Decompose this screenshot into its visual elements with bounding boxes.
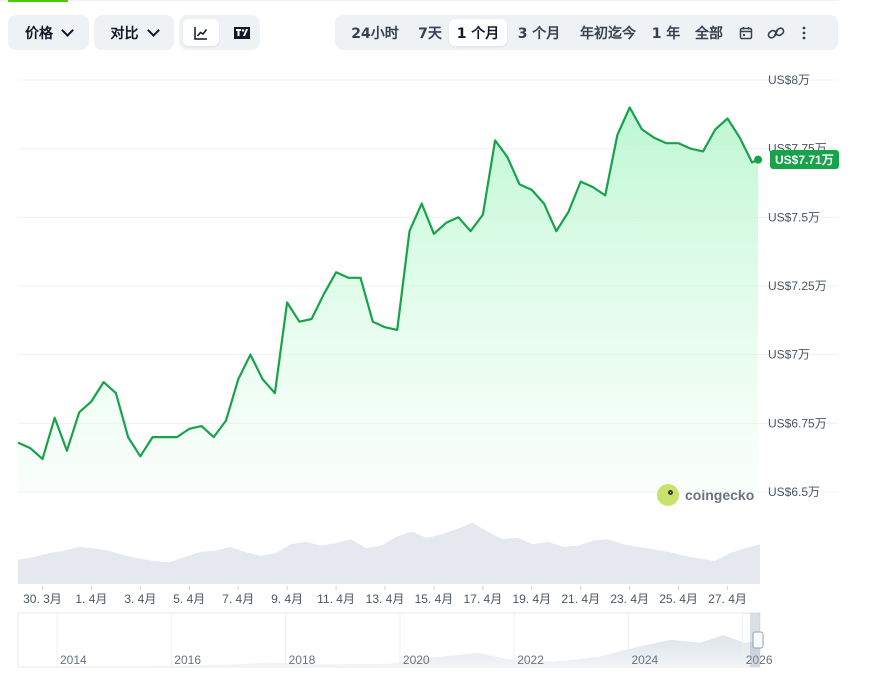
navigator-history-area	[18, 635, 760, 667]
chevron-down-icon	[61, 24, 74, 37]
x-tick-label: 23. 4月	[610, 592, 649, 606]
link-icon	[767, 26, 785, 39]
range-1m[interactable]: 1 个月	[449, 19, 507, 46]
x-tick-label: 11. 4月	[317, 592, 355, 606]
x-tick-label: 13. 4月	[366, 592, 405, 606]
navigator-year-label: 2024	[632, 653, 659, 667]
watermark-text: coingecko	[685, 487, 755, 503]
x-tick-label: 3. 4月	[124, 592, 156, 606]
line-chart-icon	[194, 26, 208, 40]
current-price-dot	[754, 155, 763, 164]
top-border	[0, 0, 838, 1]
y-tick-label: US$6.5万	[768, 485, 820, 499]
coingecko-logo-icon	[657, 484, 679, 506]
x-tick-label: 27. 4月	[708, 592, 747, 606]
navigator-year-label: 2022	[517, 653, 544, 667]
range-navigator[interactable]: 2014 2016 2018 2020 2022 2024 2026	[17, 612, 773, 668]
navigator-year-label: 2018	[289, 653, 316, 667]
y-tick-label: US$7万	[768, 348, 810, 362]
more-vertical-icon	[802, 26, 806, 39]
y-tick-label: US$7.5万	[768, 210, 820, 224]
price-area	[18, 107, 759, 492]
range-ytd[interactable]: 年初迄今	[580, 25, 636, 42]
range-1y[interactable]: 1 年	[651, 25, 681, 42]
y-tick-label: US$8万	[768, 73, 810, 87]
range-24h[interactable]: 24小时	[351, 25, 399, 42]
compare-dropdown[interactable]: 对比	[94, 15, 174, 50]
x-tick-label: 15. 4月	[415, 592, 454, 606]
price-dropdown[interactable]: 价格	[8, 15, 89, 50]
coingecko-watermark: coingecko	[657, 484, 754, 506]
x-tick-label: 1. 4月	[75, 592, 107, 606]
x-tick-label: 30. 3月	[23, 592, 62, 606]
y-tick-label: US$7.25万	[768, 279, 827, 293]
x-tick-label: 19. 4月	[512, 592, 551, 606]
calendar-button[interactable]	[731, 19, 761, 46]
navigator-year-label: 2020	[403, 653, 430, 667]
tradingview-button[interactable]	[227, 19, 256, 46]
share-link-button[interactable]	[761, 19, 791, 46]
price-dropdown-label: 价格	[25, 25, 53, 42]
chart-type-toggle	[179, 15, 260, 50]
line-chart-button[interactable]	[183, 19, 220, 46]
more-options-button[interactable]	[791, 19, 817, 46]
x-tick-label: 25. 4月	[659, 592, 698, 606]
range-all[interactable]: 全部	[695, 25, 723, 42]
price-line	[17, 106, 759, 461]
x-tick-label: 21. 4月	[561, 592, 600, 606]
price-chart[interactable]: US$6.5万 US$6.75万 US$7万 US$7.25万 US$7.5万 US$7.…	[0, 60, 881, 679]
calendar-icon	[739, 26, 753, 39]
navigator-handle[interactable]	[752, 631, 764, 649]
range-7d[interactable]: 7天	[418, 25, 442, 42]
x-tick-label: 17. 4月	[464, 592, 503, 606]
navigator-year-label: 2016	[174, 653, 201, 667]
volume-area	[18, 522, 760, 584]
volume-shape	[18, 522, 760, 584]
time-range-selector: 24小时 7天 1 个月 3 个月 年初迄今 1 年 全部	[335, 15, 838, 50]
active-tab-indicator	[8, 0, 68, 2]
tradingview-icon	[233, 26, 250, 39]
x-tick-label: 7. 4月	[222, 592, 254, 606]
current-price-badge: US$7.71万	[770, 150, 839, 169]
navigator-year-label: 2014	[60, 653, 87, 667]
compare-dropdown-label: 对比	[110, 25, 139, 42]
navigator-year-label: 2026	[746, 653, 773, 667]
chevron-down-icon	[146, 24, 160, 37]
y-tick-label: US$6.75万	[768, 416, 827, 430]
x-tick-label: 9. 4月	[271, 592, 303, 606]
range-3m[interactable]: 3 个月	[517, 25, 561, 42]
y-axis-labels: US$6.5万US$6.75万US$7万US$7.25万US$7.5万US$7.…	[768, 73, 827, 499]
x-axis-labels: 30. 3月 1. 4月 3. 4月 5. 4月 7. 4月 9. 4月 11. 4月 13.…	[23, 586, 747, 606]
x-tick-label: 5. 4月	[173, 592, 205, 606]
